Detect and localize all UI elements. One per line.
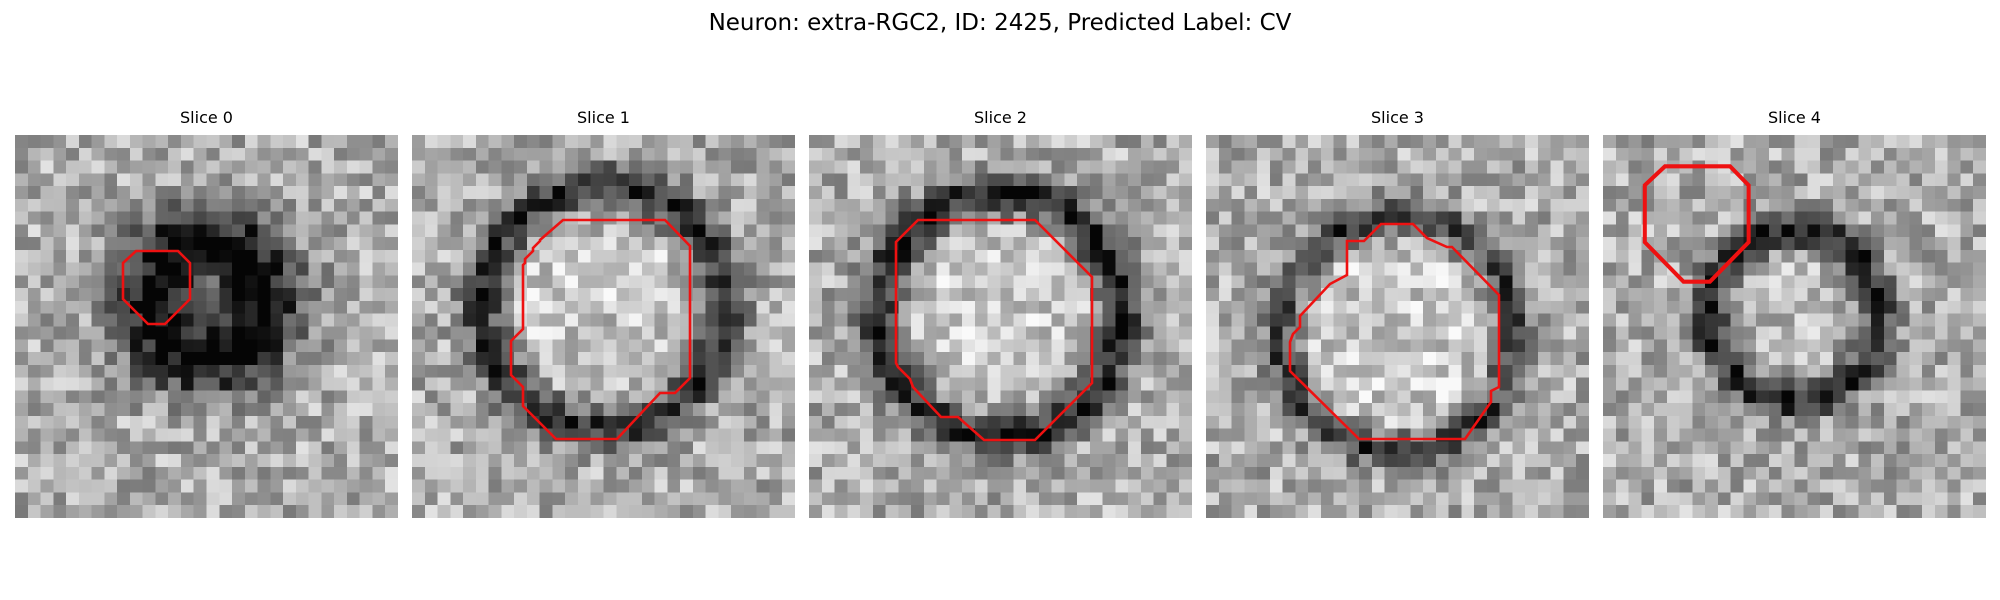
contour-overlay <box>894 218 1094 442</box>
grayscale-image <box>1206 135 1589 518</box>
slice-title: Slice 1 <box>577 108 630 127</box>
contour-overlay <box>1288 222 1501 441</box>
grayscale-image <box>412 135 795 518</box>
contour-overlay <box>1642 164 1751 284</box>
slice-title: Slice 4 <box>1768 108 1821 127</box>
slice-panel-3: Slice 3 <box>1206 108 1589 518</box>
slice-panel-0: Slice 0 <box>15 108 398 518</box>
contour-overlay <box>509 218 692 441</box>
segmentation-contour <box>894 218 1094 442</box>
slice-title: Slice 0 <box>180 108 233 127</box>
slice-image <box>1603 135 1986 518</box>
grayscale-image <box>809 135 1192 518</box>
slice-panel-2: Slice 2 <box>809 108 1192 518</box>
slice-panel-4: Slice 4 <box>1603 108 1986 518</box>
grayscale-image <box>15 135 398 518</box>
slice-image <box>412 135 795 518</box>
slice-panel-1: Slice 1 <box>412 108 795 518</box>
segmentation-contour <box>121 249 192 326</box>
slice-image <box>809 135 1192 518</box>
slice-title: Slice 2 <box>974 108 1027 127</box>
slice-image <box>15 135 398 518</box>
segmentation-contour <box>509 218 692 441</box>
contour-overlay <box>121 249 192 326</box>
figure-title: Neuron: extra-RGC2, ID: 2425, Predicted … <box>708 10 1292 36</box>
segmentation-contour <box>1288 222 1501 441</box>
segmentation-contour <box>1642 164 1751 284</box>
slice-image <box>1206 135 1589 518</box>
slice-title: Slice 3 <box>1371 108 1424 127</box>
grayscale-image <box>1603 135 1986 518</box>
